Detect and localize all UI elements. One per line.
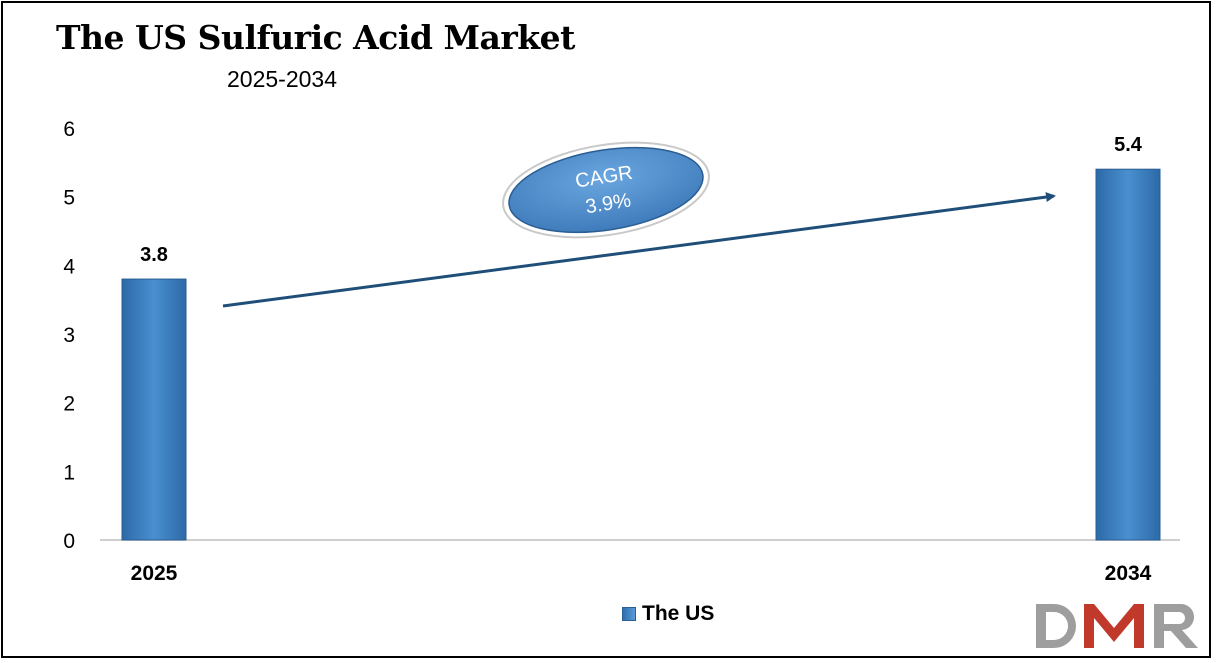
data-label-2025: 3.8	[140, 244, 168, 266]
y-tick-label: 0	[63, 530, 75, 553]
chart-legend: The US	[622, 602, 714, 626]
chart-title: The US Sulfuric Acid Market	[56, 18, 575, 57]
x-tick-label-2025: 2025	[131, 562, 178, 585]
legend-label: The US	[642, 602, 715, 625]
bar-2025	[121, 278, 187, 541]
y-tick-label: 5	[63, 187, 75, 210]
chart-subtitle: 2025-2034	[227, 66, 337, 92]
bar-2034	[1095, 168, 1161, 541]
dmr-logo	[1036, 603, 1198, 648]
y-tick-label: 1	[63, 461, 75, 484]
x-tick-label-2034: 2034	[1105, 562, 1152, 585]
data-label-2034: 5.4	[1114, 134, 1143, 156]
cagr-badge: CAGR 3.9%	[502, 141, 710, 239]
cagr-trend-arrow	[222, 192, 1056, 308]
y-tick-label: 2	[63, 393, 75, 416]
legend-swatch	[622, 607, 636, 621]
y-tick-label: 3	[63, 324, 75, 347]
y-tick-label: 4	[63, 255, 75, 278]
y-tick-label: 6	[63, 118, 75, 141]
